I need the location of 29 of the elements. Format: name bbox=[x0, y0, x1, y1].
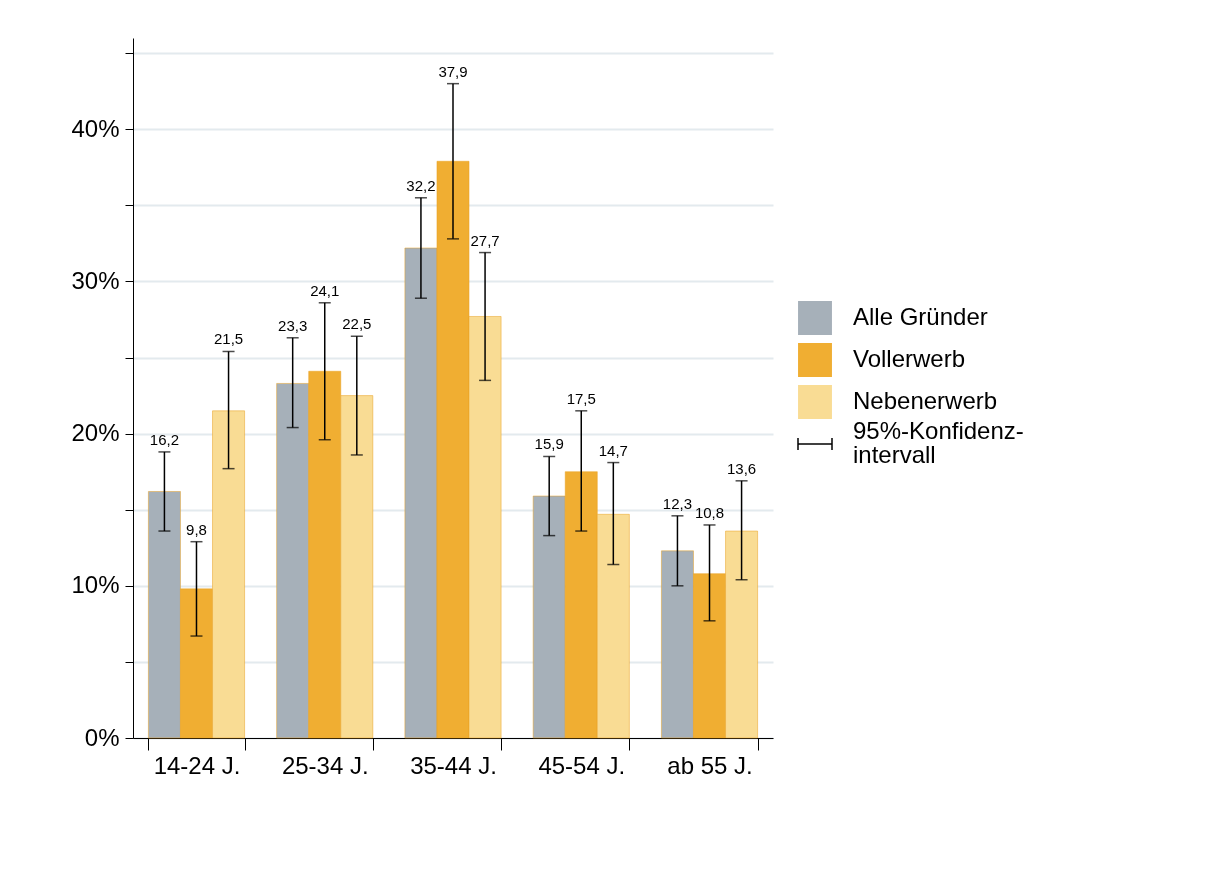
legend-label: Nebenerwerb bbox=[853, 387, 998, 414]
text: 16,2 bbox=[149, 430, 180, 448]
text: 37,9 bbox=[438, 62, 468, 80]
text: 12,3 bbox=[662, 494, 693, 512]
text: 22,5 bbox=[342, 315, 372, 333]
y-tick-label: 20% bbox=[71, 419, 120, 447]
text: 15,9 bbox=[534, 435, 564, 453]
y-tick-label: 0% bbox=[84, 723, 120, 751]
y-tick-label: 40% bbox=[71, 114, 120, 142]
text: 95%-Konfidenz-intervall bbox=[853, 417, 1024, 468]
x-tick-label: ab 55 J. bbox=[667, 751, 753, 779]
x-tick-label: 14-24 J. bbox=[153, 751, 241, 779]
text: 21,5 bbox=[213, 330, 244, 348]
text: 27,7 bbox=[470, 231, 500, 249]
text: 13,6 bbox=[726, 459, 757, 477]
y-tick-label: 10% bbox=[71, 571, 120, 599]
text: 23,3 bbox=[278, 316, 308, 334]
legend-label: Alle Gründer bbox=[853, 303, 988, 330]
text: 17,5 bbox=[566, 389, 596, 407]
legend-label: Vollerwerb bbox=[853, 345, 966, 372]
text: 14,7 bbox=[598, 441, 628, 459]
text: 10,8 bbox=[694, 503, 725, 521]
y-tick-label: 30% bbox=[71, 266, 120, 294]
x-tick-label: 35-44 J. bbox=[410, 751, 497, 779]
x-tick-label: 25-34 J. bbox=[281, 751, 369, 779]
text: 32,2 bbox=[406, 176, 436, 194]
text: 24,1 bbox=[310, 281, 340, 299]
text: 9,8 bbox=[186, 520, 207, 538]
x-tick-label: 45-54 J. bbox=[538, 751, 626, 779]
